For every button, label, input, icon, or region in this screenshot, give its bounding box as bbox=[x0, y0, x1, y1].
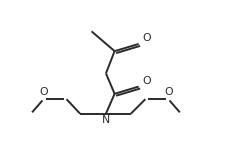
Text: O: O bbox=[164, 87, 173, 97]
Text: O: O bbox=[142, 76, 151, 86]
Text: N: N bbox=[102, 115, 110, 125]
Text: O: O bbox=[39, 87, 48, 97]
Text: O: O bbox=[142, 33, 151, 43]
